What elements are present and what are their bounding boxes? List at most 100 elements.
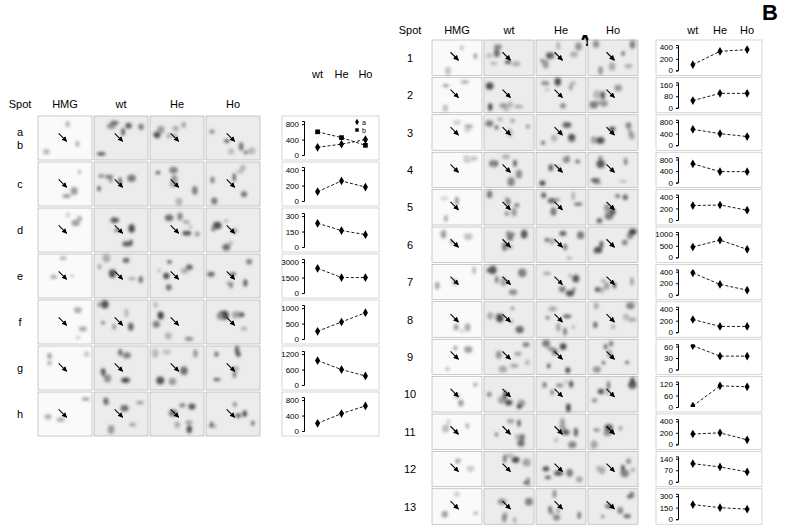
- axis-line: [676, 233, 679, 258]
- spot-label: 1: [407, 52, 413, 64]
- series-line: [318, 223, 366, 234]
- marker: [315, 187, 320, 196]
- tick: 60: [664, 343, 678, 352]
- axis-line: [676, 420, 679, 445]
- gel-image: [206, 392, 260, 436]
- tick-label: 0: [669, 104, 674, 113]
- chart-frame: [656, 451, 762, 486]
- tick-mark: [676, 459, 678, 460]
- tick: 160: [660, 81, 678, 90]
- gel-image: [484, 302, 534, 337]
- tick-mark: [676, 407, 678, 408]
- gel-image: [536, 489, 586, 524]
- marker: [315, 419, 320, 428]
- marker: [745, 382, 750, 391]
- plot-area: [690, 382, 749, 407]
- tick-label: 400: [660, 130, 674, 139]
- tick: 0: [669, 515, 678, 524]
- tick-label: 150: [660, 504, 674, 513]
- tick-label: 1000: [655, 230, 673, 239]
- chart-frame: [656, 77, 762, 112]
- series-line: [318, 313, 366, 332]
- gel-image: [588, 77, 638, 112]
- axis-line: [302, 352, 305, 386]
- plot-area: [690, 428, 749, 444]
- column-header: Spot: [399, 24, 422, 36]
- tick-mark: [676, 134, 678, 135]
- chart: 0400800: [656, 152, 762, 187]
- gel-image: [484, 190, 534, 225]
- tick-label: 300: [660, 492, 674, 501]
- tick-mark: [676, 433, 678, 434]
- tick-label: 150: [286, 228, 300, 237]
- gel-image: [94, 162, 148, 206]
- axis-line: [676, 270, 679, 295]
- marker: [315, 264, 320, 273]
- axis-line: [676, 457, 679, 482]
- tick-label: 400: [660, 305, 674, 314]
- axis-line: [676, 158, 679, 183]
- marker: [339, 273, 344, 282]
- chart: 015003000: [281, 254, 379, 298]
- gel-image: [588, 302, 638, 337]
- tick: 200: [660, 55, 678, 64]
- chart: 05001000: [281, 300, 379, 344]
- tick-mark: [676, 108, 678, 109]
- chart: 0 150 300: [656, 489, 762, 524]
- marker: [690, 430, 695, 439]
- marker: [745, 206, 750, 215]
- tick-label: 3000: [281, 258, 299, 267]
- tick: 800: [286, 396, 304, 405]
- chart-frame: [656, 377, 762, 412]
- tick: 1500: [281, 274, 304, 283]
- y-axis: 0400800: [286, 396, 305, 436]
- marker: [717, 503, 722, 512]
- tick: 400: [286, 166, 304, 175]
- marker: [339, 135, 344, 140]
- spot-label: 3: [407, 127, 413, 139]
- tick-mark: [302, 232, 304, 233]
- panel-letter: B: [762, 0, 778, 25]
- gel-image: [38, 162, 92, 206]
- plot-area: [315, 264, 368, 282]
- column-header: Ho: [226, 98, 240, 110]
- gel-image: [432, 302, 482, 337]
- marker: [717, 280, 722, 289]
- tick-label: 140: [660, 455, 674, 464]
- tick-label: 200: [286, 182, 300, 191]
- legend-label: b: [362, 127, 366, 134]
- gel-image: [432, 40, 482, 76]
- y-axis: 0200400: [660, 417, 679, 449]
- gel-image: [206, 346, 260, 390]
- plot-area: [315, 308, 368, 335]
- marker: [339, 409, 344, 418]
- gel-image: [38, 208, 92, 252]
- gel-image: [588, 339, 638, 374]
- tick-mark: [676, 496, 678, 497]
- chart: 0400800: [656, 115, 762, 150]
- tick-label: 0: [669, 66, 674, 75]
- tick-mark: [676, 220, 678, 221]
- tick: 0: [669, 66, 678, 75]
- gel-image: [150, 208, 204, 252]
- spot-label: d: [17, 224, 23, 236]
- tick-mark: [302, 278, 304, 279]
- gel-image: [94, 116, 148, 160]
- spot-label: 13: [404, 501, 416, 513]
- gel-image: [432, 264, 482, 299]
- y-axis: 0200400: [660, 43, 679, 75]
- gel-image: [432, 115, 482, 150]
- plot-area: [690, 201, 749, 215]
- tick-label: 0: [669, 366, 674, 375]
- legend-marker: [355, 128, 358, 131]
- tick: 0: [669, 179, 678, 188]
- chart-frame: [656, 227, 762, 262]
- gel-image: [536, 414, 586, 449]
- gel-image: [94, 208, 148, 252]
- gel-image: [536, 77, 586, 112]
- tick-mark: [676, 171, 678, 172]
- tick-mark: [302, 308, 304, 309]
- marker: [745, 505, 750, 514]
- chart: 06001200: [281, 346, 379, 390]
- spot-label: h: [17, 408, 23, 420]
